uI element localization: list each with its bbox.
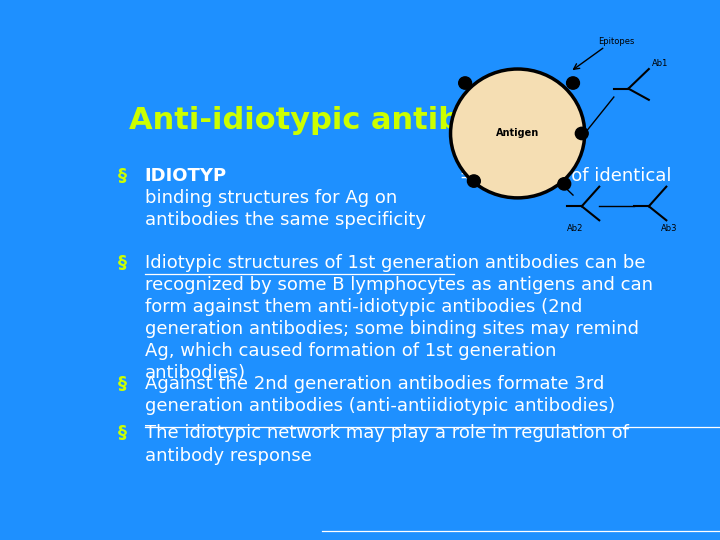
Circle shape [459,77,472,89]
Text: Ab2: Ab2 [567,225,583,233]
Text: §: § [118,375,127,393]
Text: antibodies the same specificity: antibodies the same specificity [145,211,426,229]
Circle shape [575,127,588,140]
Text: binding structures for Ag on: binding structures for Ag on [145,188,397,207]
Text: Epitopes: Epitopes [598,37,635,45]
Text: generation antibodies (anti-antiidiotypic antibodies): generation antibodies (anti-antiidiotypi… [145,396,615,415]
Text: §: § [118,167,127,185]
Circle shape [467,175,480,187]
Text: IDIOTYP: IDIOTYP [145,167,227,185]
Text: Antigen: Antigen [496,129,539,138]
Text: Anti-idiotypic antibodies: Anti-idiotypic antibodies [129,106,552,136]
Text: antibodies): antibodies) [145,364,246,382]
Text: generation antibodies; some binding sites may remind: generation antibodies; some binding site… [145,320,639,338]
Text: antibody response: antibody response [145,447,312,464]
Text: Ab1: Ab1 [652,59,668,68]
Text: Ag, which caused formation of 1st generation: Ag, which caused formation of 1st genera… [145,342,556,360]
Text: recognized by some B lymphocytes as antigens and can: recognized by some B lymphocytes as anti… [145,276,653,294]
Text: §: § [118,254,127,272]
Circle shape [451,69,585,198]
Text: = summary of identical: = summary of identical [454,167,672,185]
Text: Against the 2nd generation antibodies formate 3rd: Against the 2nd generation antibodies fo… [145,375,604,393]
Text: The idiotypic network may play a role in regulation of: The idiotypic network may play a role in… [145,424,629,442]
Text: Ab3: Ab3 [660,225,677,233]
Circle shape [558,178,571,190]
Text: form against them anti-idiotypic antibodies (2nd: form against them anti-idiotypic antibod… [145,298,582,316]
Text: §: § [118,424,127,442]
Text: Idiotypic structures of 1st generation antibodies can be: Idiotypic structures of 1st generation a… [145,254,645,272]
Circle shape [567,77,580,89]
